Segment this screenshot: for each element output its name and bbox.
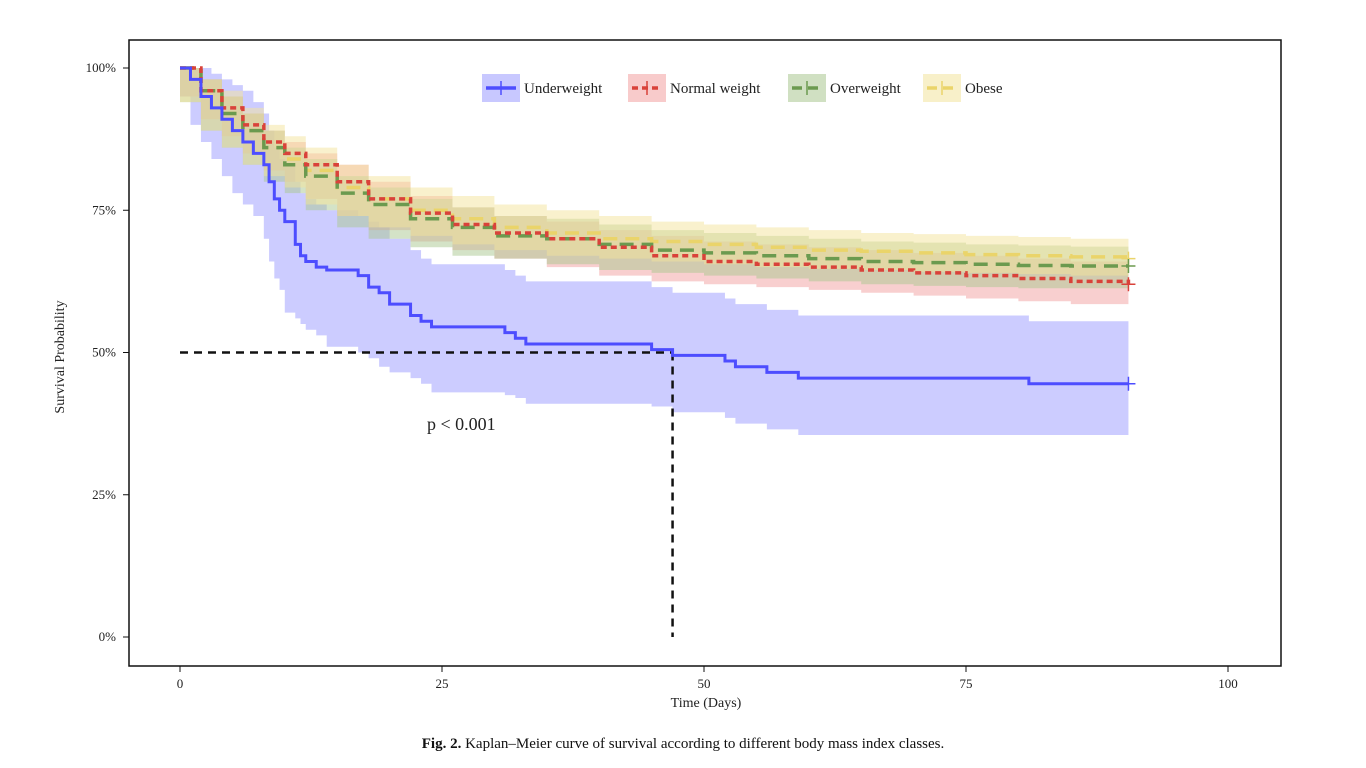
legend-label-normal-weight: Normal weight	[670, 81, 761, 97]
survival-curve-underweight	[180, 66, 1129, 386]
legend-label-overweight: Overweight	[830, 81, 902, 97]
censor-mark-overweight	[1121, 259, 1136, 274]
p-value-annotation: p < 0.001	[427, 414, 496, 434]
axes: 0 25 50 75 100 0% 25% 50% 75% 100%	[86, 60, 1238, 691]
x-axis-title: Time (Days)	[671, 696, 742, 711]
figure-caption: Fig. 2. Kaplan–Meier curve of survival a…	[0, 736, 1366, 753]
censor-mark-normal-weight	[1121, 277, 1136, 292]
censor-mark-underweight	[1121, 376, 1136, 391]
y-tick-label: 75%	[92, 202, 116, 217]
x-tick-label: 0	[177, 676, 184, 691]
confidence-band-obese	[180, 68, 1129, 276]
x-tick-label: 25	[436, 676, 449, 691]
km-survival-chart: 0 25 50 75 100 0% 25% 50% 75% 100% p < 0.001 Time…	[53, 39, 1282, 711]
figure-label: Fig. 2.	[421, 736, 462, 752]
confidence-bands	[180, 68, 1129, 436]
x-tick-label: 100	[1218, 676, 1238, 691]
x-tick-label: 75	[960, 676, 973, 691]
y-tick-label: 25%	[92, 487, 116, 502]
survival-curve-normal-weight	[180, 66, 1131, 285]
confidence-band-underweight	[180, 68, 1129, 436]
survival-curves	[180, 66, 1136, 391]
y-tick-label: 100%	[86, 60, 117, 75]
legend-label-obese: Obese	[965, 81, 1003, 97]
median-survival-lines	[180, 351, 674, 637]
x-tick-label: 50	[698, 676, 711, 691]
figure-caption-text: Kaplan–Meier curve of survival according…	[461, 736, 945, 752]
y-axis-title: Survival Probability	[53, 300, 68, 413]
legend: Underweight Normal weight Overweight Obese	[482, 74, 1003, 102]
y-tick-label: 50%	[92, 345, 116, 360]
y-tick-label: 0%	[99, 629, 117, 644]
legend-label-underweight: Underweight	[524, 81, 603, 97]
